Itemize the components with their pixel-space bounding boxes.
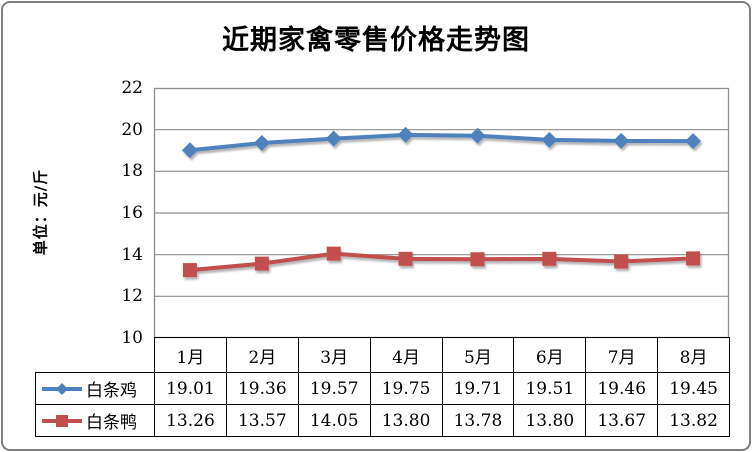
value-cell-白条鸭-6月: 13.80	[513, 404, 587, 437]
month-header-8: 8月	[657, 337, 730, 373]
diamond-marker-白条鸡-1月	[181, 142, 198, 159]
diamond-marker-白条鸡-4月	[397, 126, 414, 143]
chart-title: 近期家禽零售价格走势图	[222, 25, 530, 56]
y-tick-label-12: 12	[121, 286, 143, 307]
square-marker-白条鸭-1月	[182, 263, 197, 278]
value-cell-白条鸭-4月: 13.80	[369, 404, 443, 437]
y-tick-label-14: 14	[121, 244, 143, 265]
square-marker-白条鸭-4月	[398, 251, 413, 266]
value-cell-白条鸡-8月: 19.45	[657, 372, 730, 405]
square-marker-白条鸭-5月	[470, 252, 485, 267]
legend-square-marker	[56, 414, 68, 427]
value-cell-白条鸡-5月: 19.71	[441, 372, 515, 405]
diamond-marker-白条鸡-5月	[469, 127, 486, 144]
table-header-row: 1月 2月 3月 4月 5月 6月 7月 8月	[36, 337, 730, 373]
y-tick-label-10: 10	[121, 328, 143, 348]
diamond-marker-白条鸡-6月	[541, 131, 558, 148]
value-cell-白条鸭-8月: 13.82	[657, 404, 730, 437]
y-tick-label-22: 22	[121, 78, 143, 98]
table-row-白条鸡: 白条鸡 19.01 19.36 19.57 19.75 19.71 19.51 19.46 19…	[35, 372, 730, 405]
y-tick-label-18: 18	[121, 161, 143, 182]
month-header-5: 5月	[441, 337, 515, 373]
value-cell-白条鸭-2月: 13.57	[225, 404, 299, 437]
diamond-marker-白条鸡-8月	[685, 133, 702, 150]
square-marker-白条鸭-3月	[326, 246, 341, 261]
value-cell-白条鸭-1月: 13.26	[154, 404, 227, 437]
month-header-1: 1月	[154, 337, 227, 373]
legend-label-白条鸭: 白条鸭	[86, 413, 137, 433]
legend-label-白条鸡: 白条鸡	[86, 381, 137, 401]
month-header-6: 6月	[513, 337, 587, 373]
month-header-7: 7月	[585, 337, 659, 373]
series-line-白条鸭	[189, 251, 694, 273]
series-白条鸡	[181, 126, 702, 159]
legend-diamond-marker	[56, 382, 68, 395]
value-cell-白条鸡-1月: 19.01	[154, 372, 227, 405]
value-cell-白条鸭-5月: 13.78	[441, 404, 515, 437]
value-cell-白条鸭-3月: 14.05	[297, 404, 371, 437]
diamond-marker-白条鸡-7月	[613, 132, 630, 149]
chart-data-table: 1月 2月 3月 4月 5月 6月 7月 8月 白条鸡 19.01 19.36 19.57 19.75 1…	[35, 337, 730, 437]
value-cell-白条鸡-2月: 19.36	[225, 372, 299, 405]
diamond-marker-白条鸡-3月	[325, 130, 342, 147]
legend-key-白条鸡	[42, 382, 82, 395]
square-marker-白条鸭-2月	[254, 256, 269, 271]
month-header-4: 4月	[369, 337, 443, 373]
y-tick-label-20: 20	[121, 119, 143, 140]
legend-cell-白条鸭: 白条鸭	[35, 404, 155, 437]
series-白条鸭	[182, 246, 701, 278]
value-cell-白条鸭-7月: 13.67	[585, 404, 659, 437]
diamond-marker-白条鸡-2月	[253, 135, 270, 151]
square-marker-白条鸭-8月	[686, 251, 701, 266]
value-cell-白条鸡-3月: 19.57	[297, 372, 371, 405]
series-line-白条鸡	[189, 132, 694, 153]
table-row-白条鸭: 白条鸭 13.26 13.57 14.05 13.80 13.78 13.80 13.67 13…	[35, 404, 730, 437]
value-cell-白条鸡-7月: 19.46	[585, 372, 659, 405]
legend-key-白条鸭	[42, 414, 82, 427]
legend-cell-白条鸡: 白条鸡	[35, 372, 155, 405]
value-cell-白条鸡-6月: 19.51	[513, 372, 587, 405]
month-header-3: 3月	[297, 337, 371, 373]
square-marker-白条鸭-6月	[542, 251, 557, 266]
value-cell-白条鸡-4月: 19.75	[369, 372, 443, 405]
square-marker-白条鸭-7月	[614, 254, 629, 269]
table-corner-cell	[36, 338, 155, 373]
month-header-2: 2月	[225, 337, 299, 373]
y-tick-label-16: 16	[121, 203, 143, 223]
